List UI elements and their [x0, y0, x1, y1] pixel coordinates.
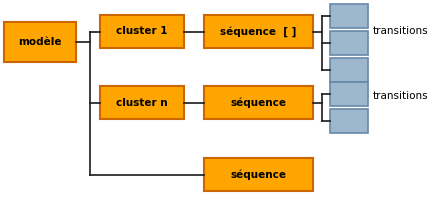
Text: transitions: transitions: [373, 26, 429, 36]
FancyBboxPatch shape: [330, 82, 368, 106]
Text: cluster n: cluster n: [116, 98, 168, 108]
FancyBboxPatch shape: [204, 158, 313, 191]
FancyBboxPatch shape: [330, 31, 368, 55]
Text: séquence: séquence: [231, 169, 286, 180]
Text: transitions: transitions: [373, 91, 429, 101]
Text: séquence  [ ]: séquence [ ]: [220, 26, 296, 37]
FancyBboxPatch shape: [100, 15, 184, 48]
FancyBboxPatch shape: [330, 109, 368, 133]
FancyBboxPatch shape: [330, 58, 368, 82]
Text: modèle: modèle: [18, 37, 62, 47]
FancyBboxPatch shape: [4, 22, 76, 62]
FancyBboxPatch shape: [204, 15, 313, 48]
FancyBboxPatch shape: [100, 86, 184, 119]
Text: cluster 1: cluster 1: [116, 27, 168, 37]
FancyBboxPatch shape: [204, 86, 313, 119]
Text: séquence: séquence: [231, 97, 286, 108]
FancyBboxPatch shape: [330, 4, 368, 28]
